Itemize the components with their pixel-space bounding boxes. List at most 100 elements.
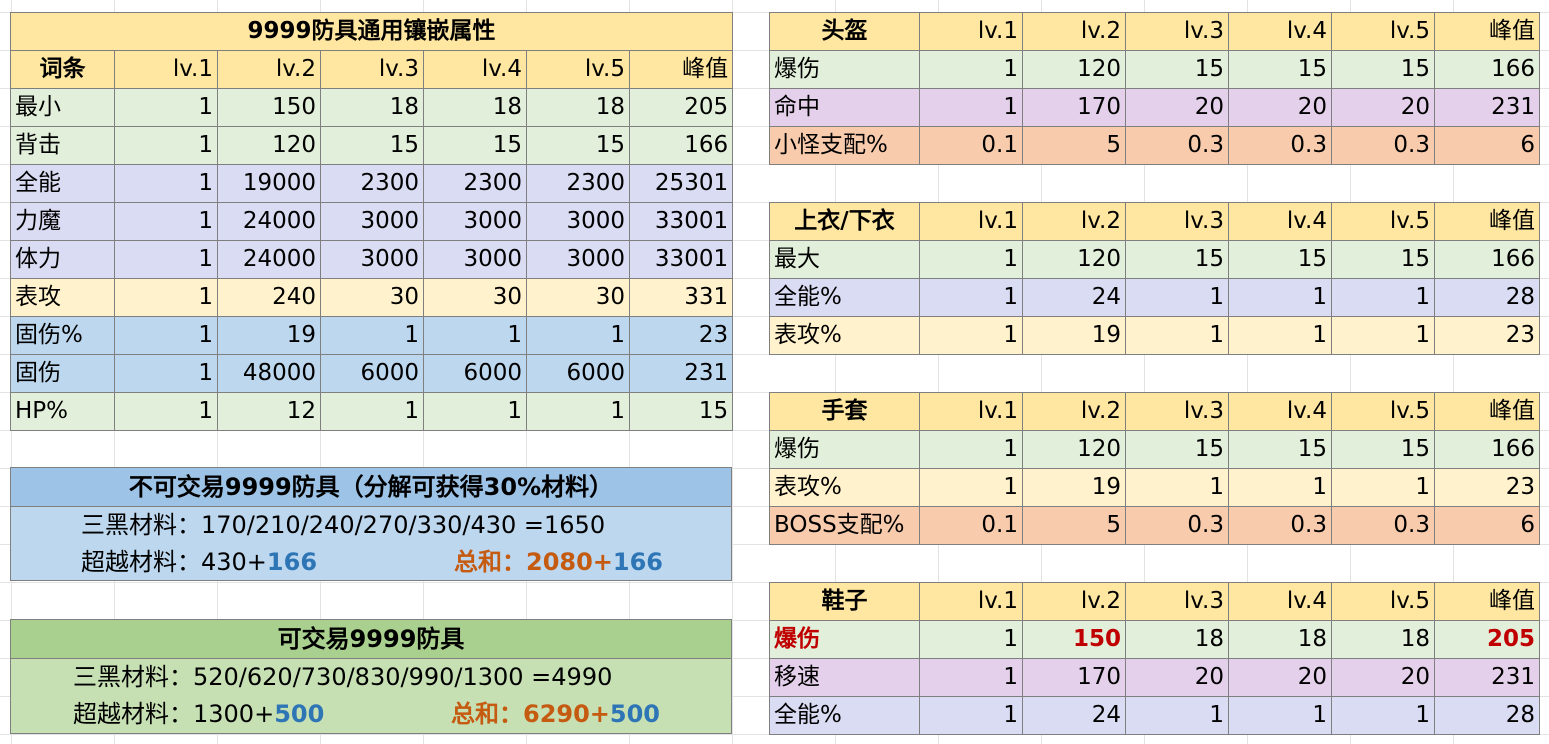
header-cell: 峰值	[1434, 392, 1540, 431]
value-cell: 23	[1434, 316, 1540, 355]
top-bottom-table: 上衣/下衣 lv.1 lv.2 lv.3 lv.4 lv.5 峰值 最大 1 120…	[769, 202, 1540, 355]
value-cell: 331	[628, 278, 734, 317]
header-cell: lv.3	[1125, 202, 1229, 241]
value-cell: 120	[1022, 430, 1126, 469]
general-table-header-row: 词条 lv.1 lv.2 lv.3 lv.4 lv.5 峰值	[10, 50, 734, 89]
value-cell: 24	[1022, 278, 1126, 317]
value-cell: 1	[114, 164, 218, 203]
header-cell: lv.2	[1022, 582, 1126, 621]
value-cell: 1	[1228, 696, 1332, 735]
row-label-cell: BOSS支配%	[769, 506, 920, 545]
header-cell: lv.3	[1125, 392, 1229, 431]
row-label-cell: 移速	[769, 658, 920, 697]
tradeable-sum: 总和：6290+500	[451, 696, 660, 733]
header-cell: 峰值	[1434, 582, 1540, 621]
row-label-cell: 全能%	[769, 278, 920, 317]
value-cell: 2300	[320, 164, 424, 203]
value-cell: 1	[919, 658, 1023, 697]
table-row: 全能% 1 24 1 1 1 28	[769, 696, 1540, 735]
untradeable-material-line: 三黑材料：170/210/240/270/330/430 =1650	[81, 511, 606, 539]
header-cell: lv.5	[1331, 202, 1435, 241]
value-cell: 25301	[628, 164, 734, 203]
value-cell: 1	[1228, 468, 1332, 507]
value-cell: 1	[423, 392, 527, 431]
header-cell: lv.1	[919, 12, 1023, 51]
row-label-cell: 爆伤	[769, 430, 920, 469]
header-cell: 词条	[10, 50, 115, 89]
value-cell: 240	[217, 278, 321, 317]
value-cell: 205	[1434, 620, 1540, 659]
header-cell: lv.2	[217, 50, 321, 89]
value-cell: 30	[526, 278, 630, 317]
table-row: 命中 1 170 20 20 20 231	[769, 88, 1540, 127]
table-row: 表攻% 1 19 1 1 1 23	[769, 316, 1540, 355]
value-cell: 120	[1022, 240, 1126, 279]
value-cell: 19	[1022, 468, 1126, 507]
table-row: 全能% 1 24 1 1 1 28	[769, 278, 1540, 317]
value-cell: 15	[628, 392, 734, 431]
row-label-cell: 命中	[769, 88, 920, 127]
value-cell: 20	[1125, 658, 1229, 697]
value-cell: 120	[217, 126, 321, 165]
table-row: BOSS支配% 0.1 5 0.3 0.3 0.3 6	[769, 506, 1540, 545]
value-cell: 24000	[217, 240, 321, 279]
header-cell: lv.1	[919, 392, 1023, 431]
value-cell: 2300	[423, 164, 527, 203]
gloves-table: 手套 lv.1 lv.2 lv.3 lv.4 lv.5 峰值 爆伤 1 120 15 1…	[769, 392, 1540, 545]
value-cell: 1	[1331, 316, 1435, 355]
value-cell: 1	[114, 202, 218, 241]
row-label-cell: 表攻%	[769, 316, 920, 355]
shoes-header-row: 鞋子 lv.1 lv.2 lv.3 lv.4 lv.5 峰值	[769, 582, 1540, 621]
value-cell: 6000	[423, 354, 527, 393]
value-cell: 15	[1125, 50, 1229, 89]
value-cell: 15	[1228, 430, 1332, 469]
value-cell: 28	[1434, 278, 1540, 317]
general-inlay-table: 9999防具通用镶嵌属性 词条 lv.1 lv.2 lv.3 lv.4 lv.5…	[9, 12, 734, 431]
header-cell: lv.5	[1331, 12, 1435, 51]
value-cell: 1	[1228, 278, 1332, 317]
value-cell: 30	[423, 278, 527, 317]
tradeable-material-line: 三黑材料：520/620/730/830/990/1300 =4990	[73, 663, 613, 691]
value-cell: 1	[423, 316, 527, 355]
value-cell: 1	[919, 696, 1023, 735]
value-cell: 5	[1022, 126, 1126, 165]
value-cell: 166	[1434, 50, 1540, 89]
value-cell: 1	[1228, 316, 1332, 355]
value-cell: 1	[114, 354, 218, 393]
value-cell: 3000	[320, 202, 424, 241]
value-cell: 150	[217, 88, 321, 127]
value-cell: 1	[1331, 696, 1435, 735]
helmet-header-row: 头盔 lv.1 lv.2 lv.3 lv.4 lv.5 峰值	[769, 12, 1540, 51]
value-cell: 28	[1434, 696, 1540, 735]
tradeable-title: 可交易9999防具	[11, 620, 731, 659]
value-cell: 15	[1228, 50, 1332, 89]
value-cell: 3000	[320, 240, 424, 279]
value-cell: 231	[1434, 658, 1540, 697]
general-table-title: 9999防具通用镶嵌属性	[9, 12, 734, 51]
value-cell: 15	[423, 126, 527, 165]
value-cell: 1	[114, 126, 218, 165]
table-row: 小怪支配% 0.1 5 0.3 0.3 0.3 6	[769, 126, 1540, 165]
header-cell: lv.4	[1228, 202, 1332, 241]
row-label-cell: 爆伤	[769, 50, 920, 89]
value-cell: 18	[526, 88, 630, 127]
value-cell: 15	[526, 126, 630, 165]
value-cell: 1	[114, 316, 218, 355]
header-cell: lv.2	[1022, 392, 1126, 431]
value-cell: 170	[1022, 658, 1126, 697]
row-label-cell: 固伤	[10, 354, 115, 393]
table-row: 全能 1 19000 2300 2300 2300 25301	[10, 164, 734, 203]
header-cell: 峰值	[1434, 202, 1540, 241]
value-cell: 30	[320, 278, 424, 317]
header-cell: lv.5	[1331, 392, 1435, 431]
table-row: 最小 1 150 18 18 18 205	[10, 88, 734, 127]
value-cell: 33001	[628, 202, 734, 241]
sum-label: 总和：2080+	[454, 548, 613, 576]
table-row: 背击 1 120 15 15 15 166	[10, 126, 734, 165]
value-cell: 18	[423, 88, 527, 127]
value-cell: 18	[1331, 620, 1435, 659]
untradeable-title: 不可交易9999防具（分解可获得30%材料）	[11, 468, 731, 507]
header-cell: lv.4	[1228, 582, 1332, 621]
transcend-label: 超越材料：1300+	[73, 700, 275, 728]
value-cell: 150	[1022, 620, 1126, 659]
